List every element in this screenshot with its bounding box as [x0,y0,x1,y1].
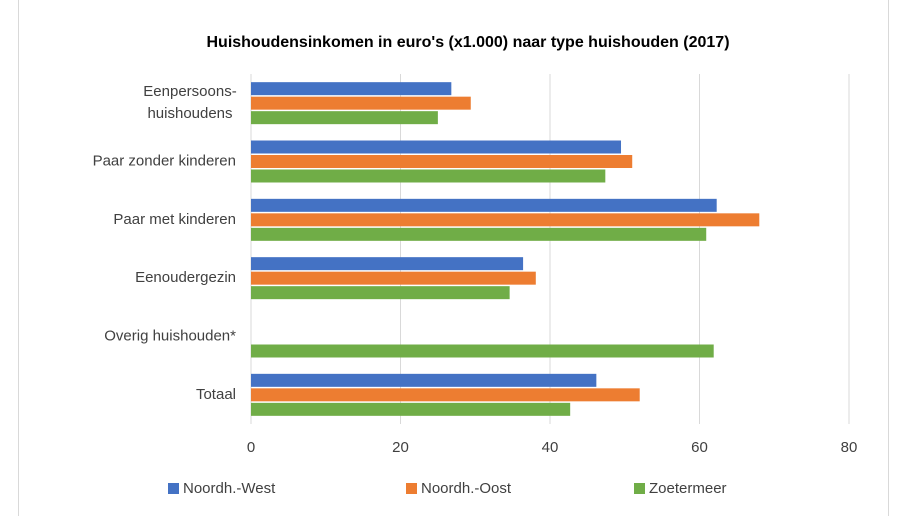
legend-label: Zoetermeer [649,480,727,497]
bar [251,140,622,154]
bar [251,388,640,402]
bar [251,227,707,241]
bar [251,169,606,183]
bar [251,402,571,416]
x-tick-label: 80 [841,439,858,456]
y-tick-label: Eenpersoons-huishoudens [143,83,236,122]
legend-label: Noordh.-Oost [421,480,512,497]
bar [251,286,510,300]
bar [251,198,717,212]
bar [251,111,438,125]
chart-title: Huishoudensinkomen in euro's (x1.000) na… [206,34,729,51]
legend-swatch [406,483,417,494]
x-tick-label: 60 [691,439,708,456]
bar [251,373,597,387]
y-tick-label: Totaal [196,386,236,403]
bar [251,155,633,168]
bar [251,257,524,271]
y-tick-label: Paar zonder kinderen [93,152,236,169]
bar [251,344,714,358]
x-tick-label: 0 [247,439,255,456]
y-tick-label: Eenoudergezin [135,269,236,286]
x-tick-label: 20 [392,439,409,456]
x-tick-label: 40 [542,439,559,456]
legend-swatch [168,483,179,494]
y-tick-label: Paar met kinderen [113,211,236,228]
bar [251,271,536,285]
bar [251,82,452,96]
legend-swatch [634,483,645,494]
bar [251,96,471,110]
legend-label: Noordh.-West [183,480,276,497]
bar [251,213,760,227]
y-tick-label: Overig huishouden* [104,327,236,344]
